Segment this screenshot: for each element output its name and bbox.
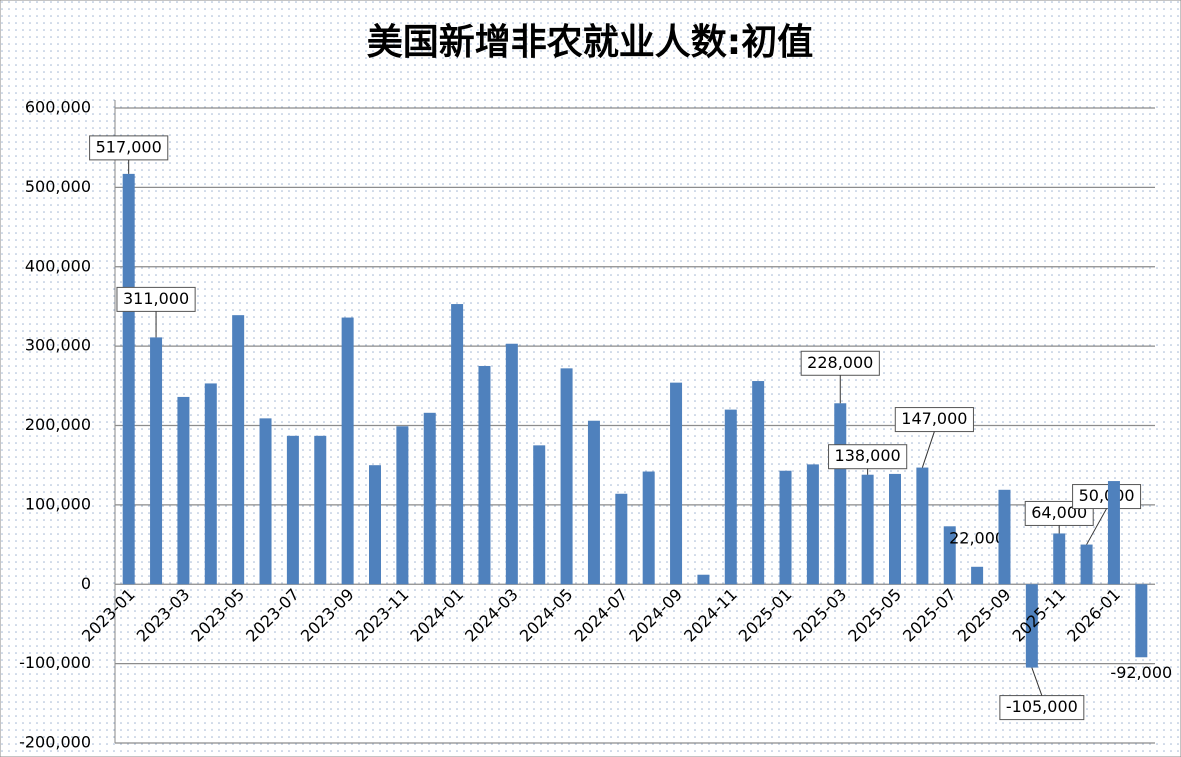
label-box — [1072, 484, 1142, 510]
y-tick-label: 600,000 — [25, 98, 91, 117]
bar — [587, 420, 600, 585]
bar — [943, 526, 956, 585]
label-box — [828, 444, 908, 470]
bar — [533, 445, 546, 585]
bar — [1135, 584, 1148, 658]
data-label: 311,000 — [123, 289, 189, 308]
data-label: 22,000 — [949, 528, 1005, 547]
data-label: 228,000 — [807, 353, 873, 372]
bar — [150, 337, 163, 585]
y-tick-label: 200,000 — [25, 415, 91, 434]
bar — [560, 368, 573, 585]
label-box — [894, 407, 974, 433]
bar — [861, 474, 874, 585]
bar — [177, 396, 190, 585]
chart-title: 美国新增非农就业人数:初值 — [367, 22, 813, 63]
label-pointer — [1031, 667, 1043, 696]
label-pointer — [1086, 508, 1108, 545]
label-box — [800, 350, 880, 376]
data-label: 147,000 — [901, 409, 967, 428]
bar — [1107, 481, 1120, 585]
label-pointer — [921, 431, 935, 468]
bar — [615, 493, 628, 585]
y-tick-label: -100,000 — [19, 653, 91, 672]
bar — [834, 403, 847, 585]
data-label: 517,000 — [96, 137, 162, 156]
bar — [806, 464, 819, 585]
bar — [971, 566, 984, 585]
bar — [341, 317, 354, 585]
bar — [1025, 584, 1038, 668]
bar — [259, 418, 272, 585]
bar — [1053, 533, 1066, 585]
bar — [779, 470, 792, 585]
bar — [478, 365, 491, 585]
bar — [670, 382, 683, 585]
bar — [232, 315, 245, 585]
bar — [122, 173, 135, 585]
bar — [724, 409, 737, 585]
y-tick-label: 300,000 — [25, 336, 91, 355]
bar — [916, 467, 929, 585]
y-tick-label: 100,000 — [25, 494, 91, 513]
bar — [642, 471, 655, 585]
bar — [369, 465, 381, 585]
y-tick-label: 500,000 — [25, 177, 91, 196]
y-tick-label: 400,000 — [25, 256, 91, 275]
bar — [204, 383, 217, 585]
bar — [396, 426, 409, 585]
data-label: -105,000 — [1006, 697, 1078, 716]
label-box — [116, 286, 196, 312]
bar — [451, 304, 464, 585]
bar — [752, 381, 765, 585]
data-label: -92,000 — [1110, 663, 1172, 682]
label-box — [89, 135, 169, 161]
bar — [998, 489, 1011, 585]
bar — [286, 435, 299, 585]
bar — [505, 343, 518, 585]
data-label: 138,000 — [835, 446, 901, 465]
bar — [889, 473, 901, 585]
y-tick-label: -200,000 — [19, 733, 91, 752]
bar — [1080, 544, 1093, 585]
bar — [697, 574, 710, 585]
bar — [314, 435, 327, 585]
data-label: 50,000 — [1079, 486, 1135, 505]
bar — [423, 412, 436, 585]
y-tick-label: 0 — [81, 574, 91, 593]
